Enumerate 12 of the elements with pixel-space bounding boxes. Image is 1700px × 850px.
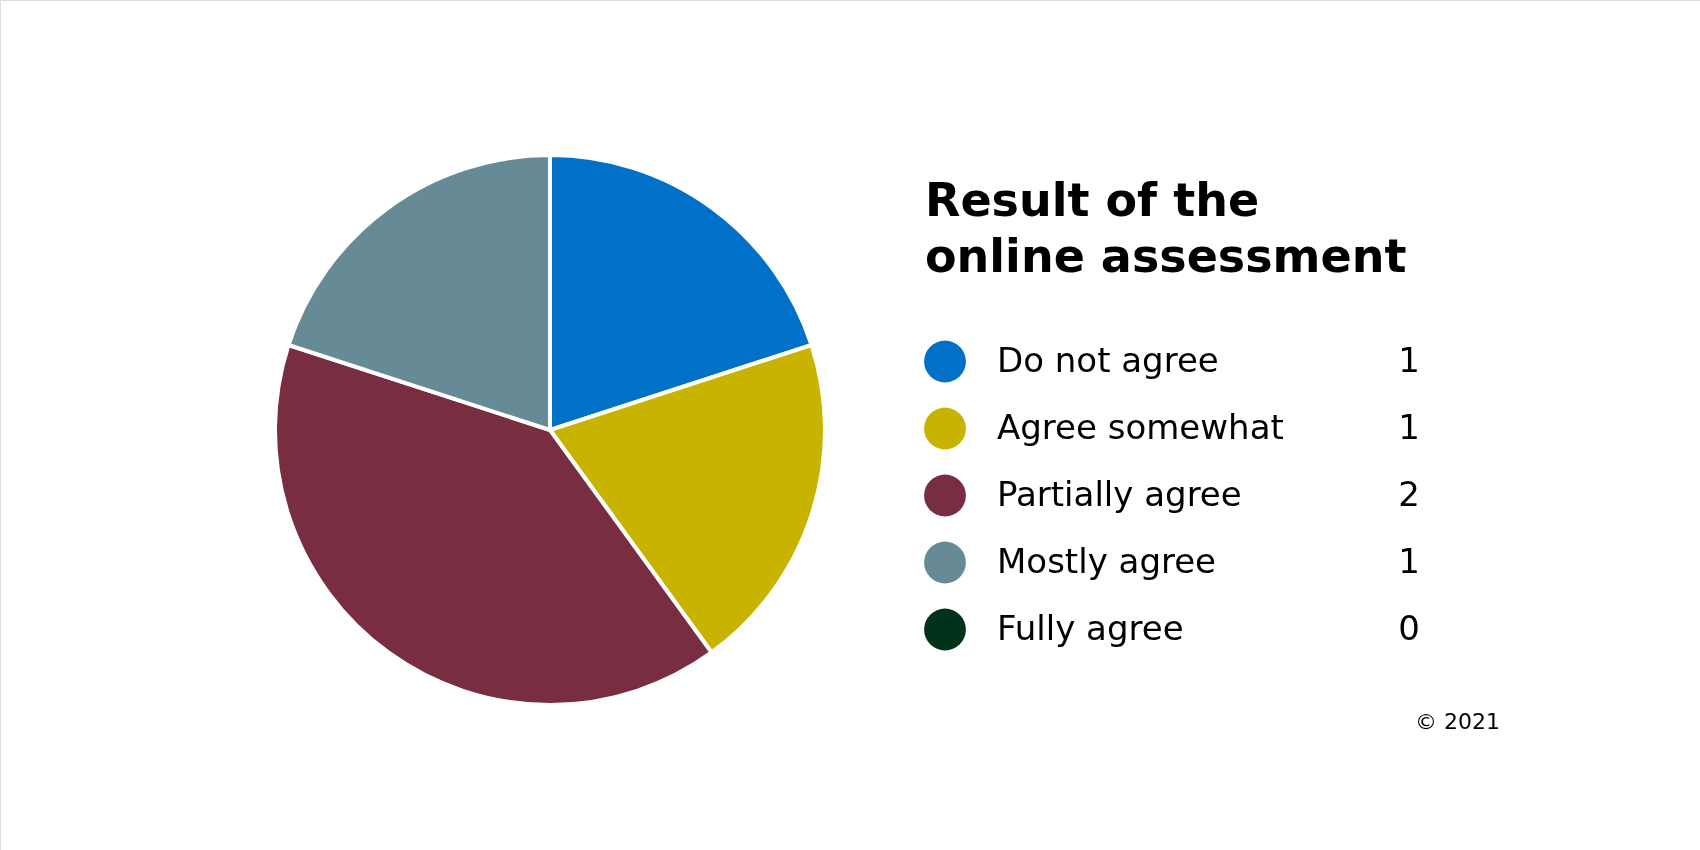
data-label: 1 bbox=[1398, 540, 1420, 581]
legend-label: Mostly agree bbox=[997, 540, 1217, 581]
data-label: 1 bbox=[1398, 406, 1420, 447]
text: Result of the online assessment bbox=[925, 173, 1407, 283]
data-label: 2 bbox=[1398, 473, 1420, 514]
text: © 2021 bbox=[1415, 709, 1500, 734]
data-label: 1 bbox=[1398, 339, 1420, 380]
legend-label: Agree somewhat bbox=[997, 406, 1284, 447]
legend-label: Fully agree bbox=[997, 607, 1184, 648]
text: 0 bbox=[1398, 607, 1420, 648]
legend-label: Partially agree bbox=[997, 473, 1242, 514]
legend-label: Do not agree bbox=[997, 339, 1219, 380]
